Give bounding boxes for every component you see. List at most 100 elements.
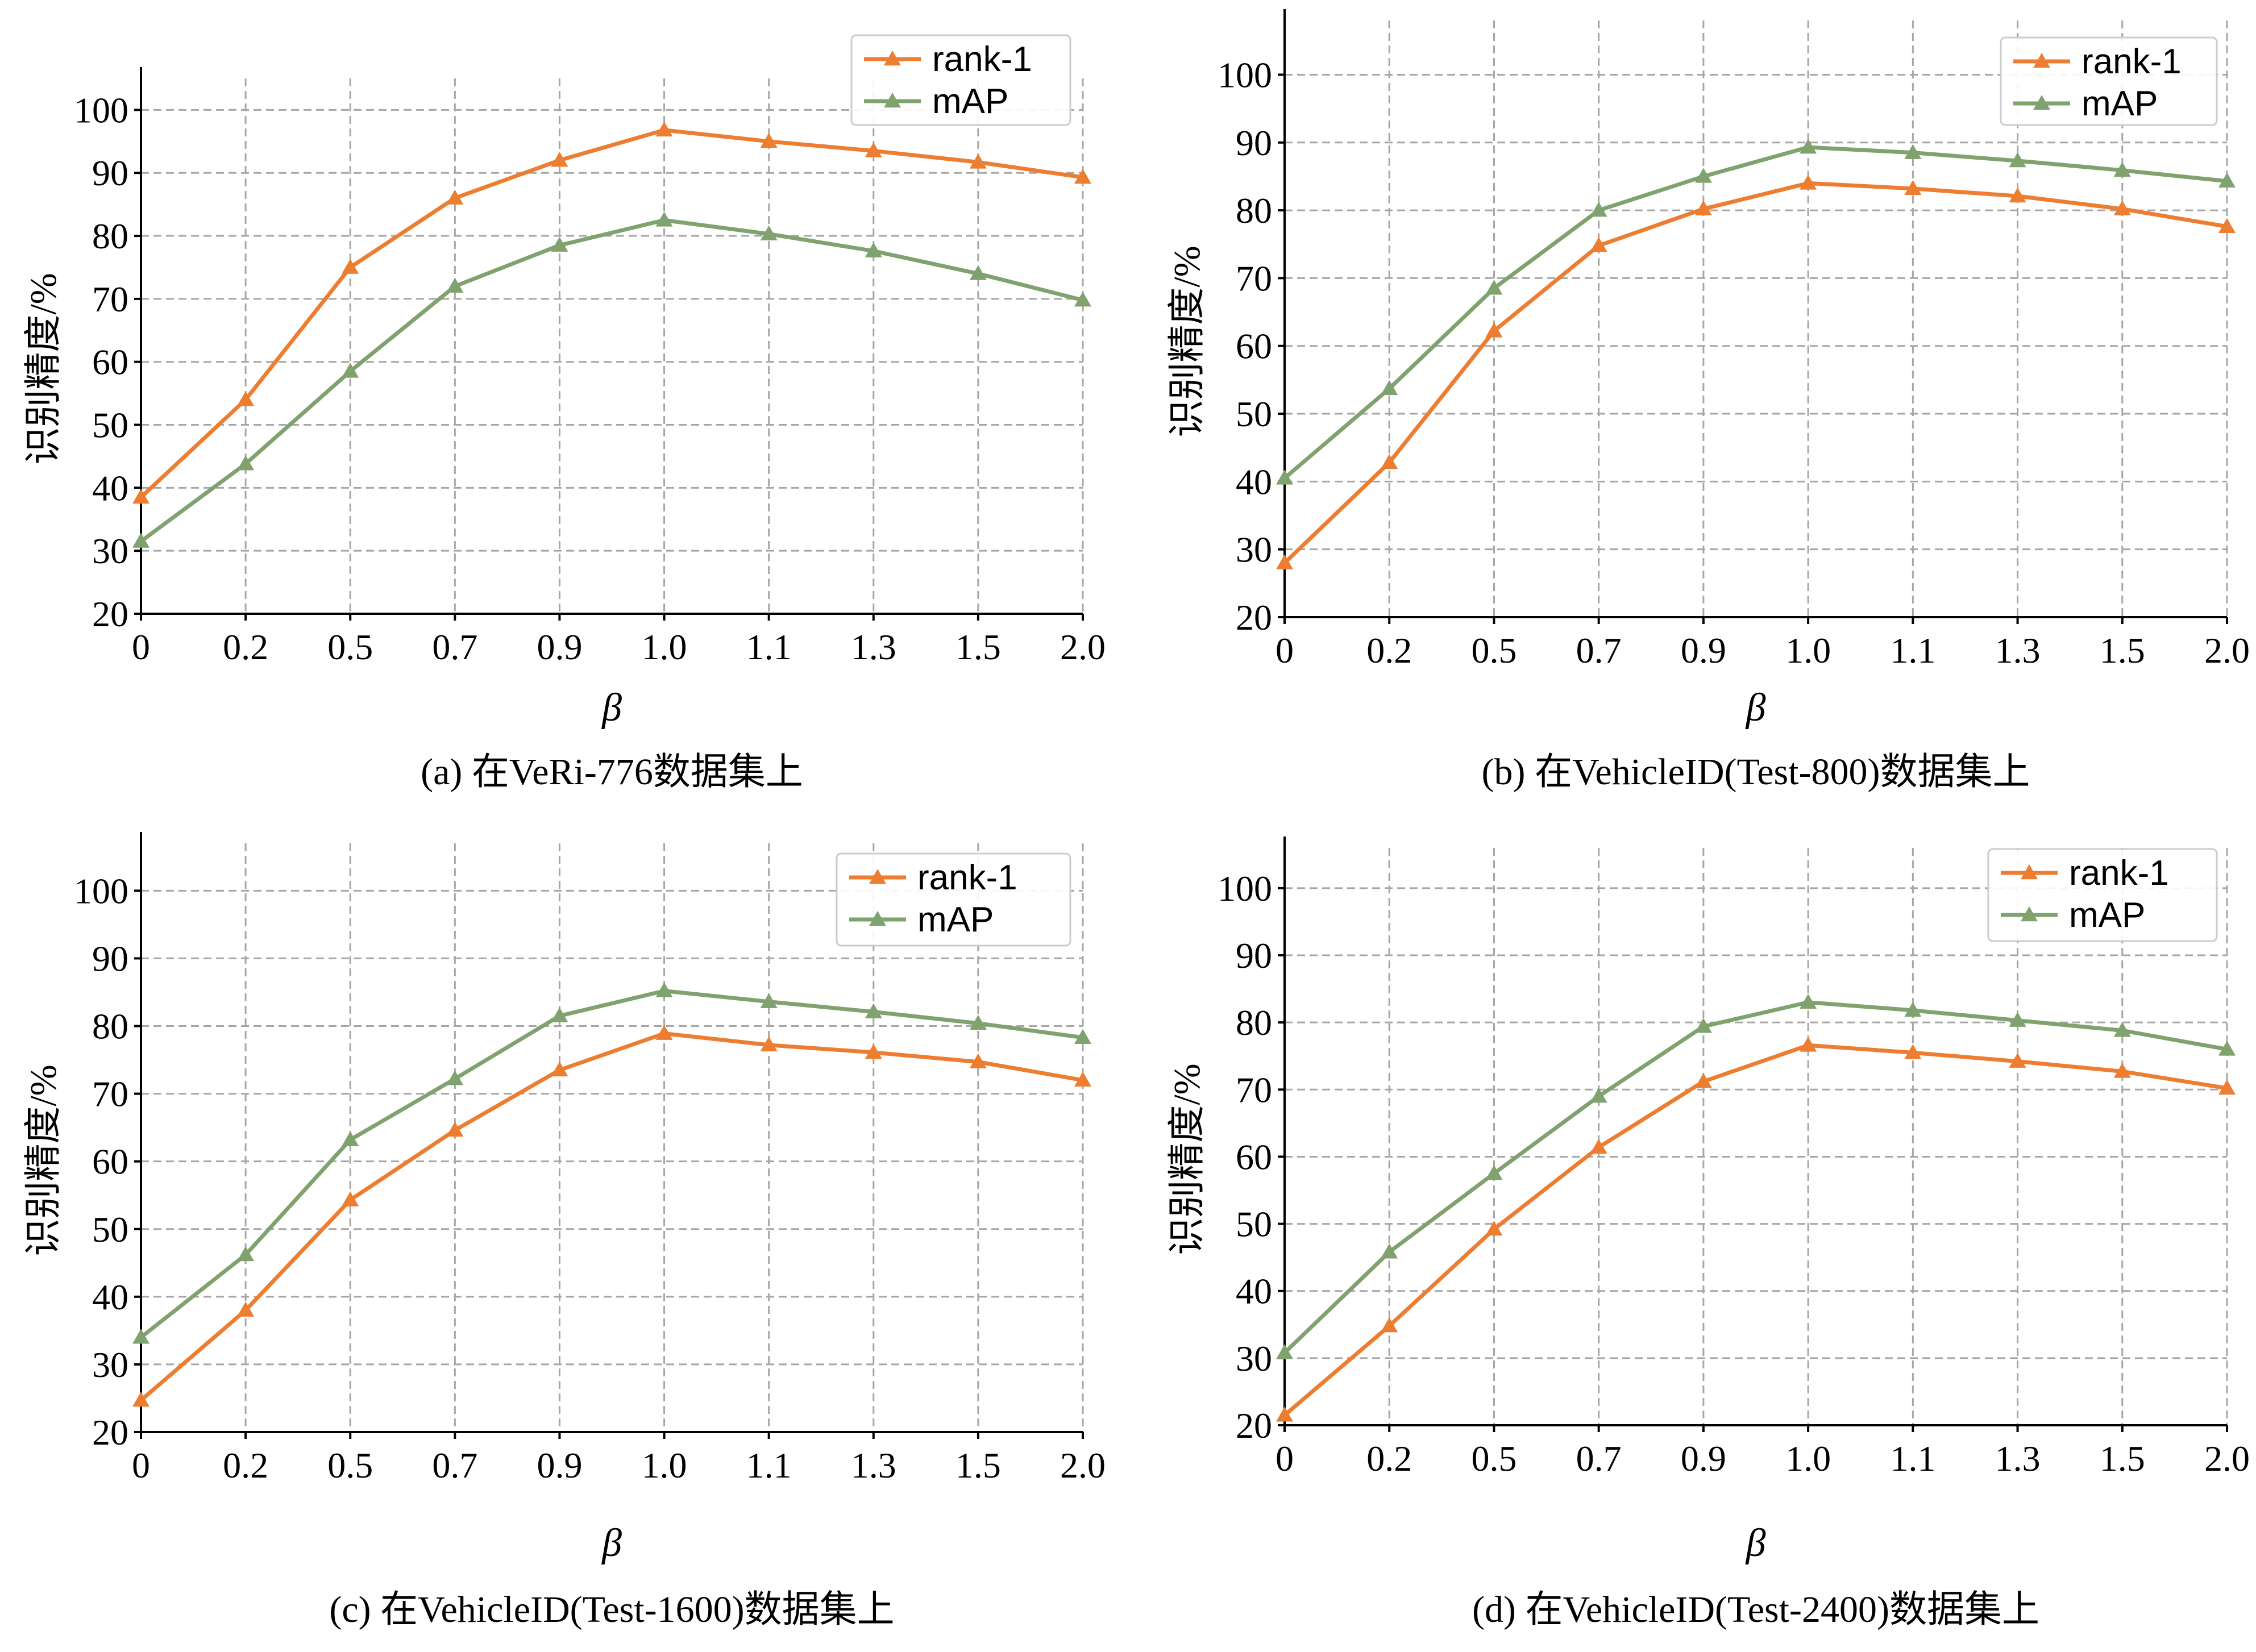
legend-marker-rank1 bbox=[869, 869, 886, 884]
point-rank1 bbox=[1381, 1317, 1398, 1333]
point-map bbox=[1904, 1001, 1922, 1017]
series-line-map bbox=[1283, 1000, 2228, 1354]
point-map bbox=[865, 242, 882, 257]
point-rank1 bbox=[132, 1392, 149, 1407]
x-tick-label: 0 bbox=[1276, 630, 1294, 671]
point-map bbox=[132, 532, 149, 548]
y-tick-label: 60 bbox=[92, 1142, 128, 1182]
x-tick-label: 1.1 bbox=[746, 627, 792, 667]
chart-panel-c: 20 30 40 50 60 70 80 90 100 0 0.2 0.5 0.7 0.9 1.0 1.1 1.… bbox=[23, 832, 1106, 1630]
y-tick-label: 100 bbox=[74, 871, 128, 911]
x-tick-label: 1.0 bbox=[1785, 630, 1831, 671]
point-rank1 bbox=[1485, 322, 1503, 338]
point-rank1 bbox=[1381, 453, 1398, 469]
x-tick-label: 0.7 bbox=[432, 627, 477, 667]
x-tick-label: 2.0 bbox=[2204, 1438, 2250, 1479]
point-rank1 bbox=[1590, 237, 1607, 252]
point-map bbox=[342, 1131, 359, 1146]
y-tick-label: 90 bbox=[92, 153, 128, 193]
series-line-rank1 bbox=[139, 128, 1083, 499]
point-rank1 bbox=[865, 142, 882, 157]
point-map bbox=[1590, 1088, 1607, 1103]
y-tick-label: 80 bbox=[92, 216, 128, 256]
x-tick-label: 1.0 bbox=[642, 1445, 687, 1485]
point-map bbox=[2218, 1041, 2236, 1056]
y-tick-label: 50 bbox=[92, 405, 128, 446]
y-axis-title: 识别精度/% bbox=[1166, 1063, 1208, 1255]
x-tick-label: 1.3 bbox=[1995, 630, 2041, 671]
y-tick-label: 80 bbox=[1236, 190, 1272, 231]
point-map bbox=[1485, 1164, 1503, 1180]
point-rank1 bbox=[446, 189, 464, 205]
point-map bbox=[446, 277, 464, 293]
x-tick-label: 1.1 bbox=[1890, 1438, 1935, 1479]
y-tick-label: 100 bbox=[1218, 55, 1272, 95]
point-rank1 bbox=[237, 1301, 255, 1317]
y-tick-label: 80 bbox=[92, 1006, 128, 1047]
x-tick-label: 0.9 bbox=[537, 627, 582, 667]
point-rank1 bbox=[237, 391, 255, 406]
point-map bbox=[2218, 172, 2236, 188]
y-axis-title: 识别精度/% bbox=[1166, 245, 1208, 437]
y-tick-label: 20 bbox=[1236, 1405, 1272, 1446]
point-map bbox=[760, 993, 778, 1008]
legend-label-map: mAP bbox=[2081, 84, 2158, 123]
point-rank1 bbox=[551, 152, 568, 167]
x-tick-label: 0.5 bbox=[327, 627, 373, 667]
y-tick-label: 30 bbox=[92, 1345, 128, 1385]
x-tick-label: 0.9 bbox=[1681, 1438, 1726, 1479]
point-rank1 bbox=[1904, 1044, 1922, 1059]
point-rank1 bbox=[2009, 188, 2026, 203]
x-tick-label: 0.2 bbox=[223, 627, 268, 667]
point-rank1 bbox=[655, 1025, 673, 1040]
x-tick-label: 1.0 bbox=[1785, 1438, 1831, 1479]
point-rank1 bbox=[132, 488, 149, 504]
point-map bbox=[342, 363, 359, 378]
point-map bbox=[132, 1329, 149, 1344]
y-tick-label: 40 bbox=[1236, 461, 1272, 502]
chart-panel-d: 20 30 40 50 60 70 80 90 100 0 0.2 0.5 0.7 0.9 1.0 1.1 1.… bbox=[1166, 837, 2250, 1630]
x-tick-label: 0.7 bbox=[1576, 630, 1622, 671]
x-tick-label: 0.5 bbox=[327, 1445, 373, 1485]
x-tick-label: 0.7 bbox=[1576, 1438, 1622, 1479]
y-axis-title: 识别精度/% bbox=[23, 1064, 64, 1256]
x-tick-label: 0 bbox=[132, 1445, 150, 1485]
chart-caption: (a) 在VeRi-776数据集上 bbox=[421, 751, 803, 793]
y-tick-label: 60 bbox=[92, 342, 128, 382]
y-tick-label: 60 bbox=[1236, 326, 1272, 367]
legend-marker-map bbox=[884, 93, 901, 108]
point-rank1 bbox=[342, 259, 359, 274]
y-tick-label: 100 bbox=[1218, 868, 1272, 909]
legend-label-rank1: rank-1 bbox=[2069, 854, 2169, 893]
y-tick-label: 30 bbox=[1236, 530, 1272, 570]
y-tick-label: 40 bbox=[1236, 1271, 1272, 1312]
y-tick-label: 40 bbox=[92, 1277, 128, 1317]
y-tick-label: 50 bbox=[1236, 1204, 1272, 1245]
x-tick-label: 0.9 bbox=[537, 1445, 582, 1485]
point-rank1 bbox=[1694, 1073, 1712, 1088]
x-axis-title: β bbox=[601, 686, 622, 730]
legend-label-rank1: rank-1 bbox=[932, 40, 1032, 79]
x-tick-label: 0.2 bbox=[1366, 1438, 1412, 1479]
point-rank1 bbox=[2113, 1063, 2131, 1078]
y-tick-label: 40 bbox=[92, 468, 128, 508]
chart-panel-a: 20 30 40 50 60 70 80 90 100 0 0.2 0.5 0.7 0.9 1.0 1.1 1.… bbox=[23, 34, 1106, 793]
point-map bbox=[446, 1070, 464, 1085]
legend-marker-rank1 bbox=[884, 51, 901, 66]
point-map bbox=[237, 1246, 255, 1262]
point-rank1 bbox=[2009, 1052, 2026, 1068]
point-rank1 bbox=[1904, 180, 1922, 195]
x-tick-label: 1.3 bbox=[851, 627, 896, 667]
y-tick-label: 90 bbox=[1236, 935, 1272, 976]
series-line-map bbox=[139, 218, 1083, 543]
legend-label-map: mAP bbox=[932, 82, 1008, 121]
point-map bbox=[655, 982, 673, 997]
series-line-rank1 bbox=[139, 1031, 1083, 1402]
y-tick-label: 70 bbox=[1236, 258, 1272, 298]
x-tick-label: 1.5 bbox=[2100, 1438, 2145, 1479]
point-rank1 bbox=[1800, 1037, 1817, 1052]
point-map bbox=[2113, 161, 2131, 177]
